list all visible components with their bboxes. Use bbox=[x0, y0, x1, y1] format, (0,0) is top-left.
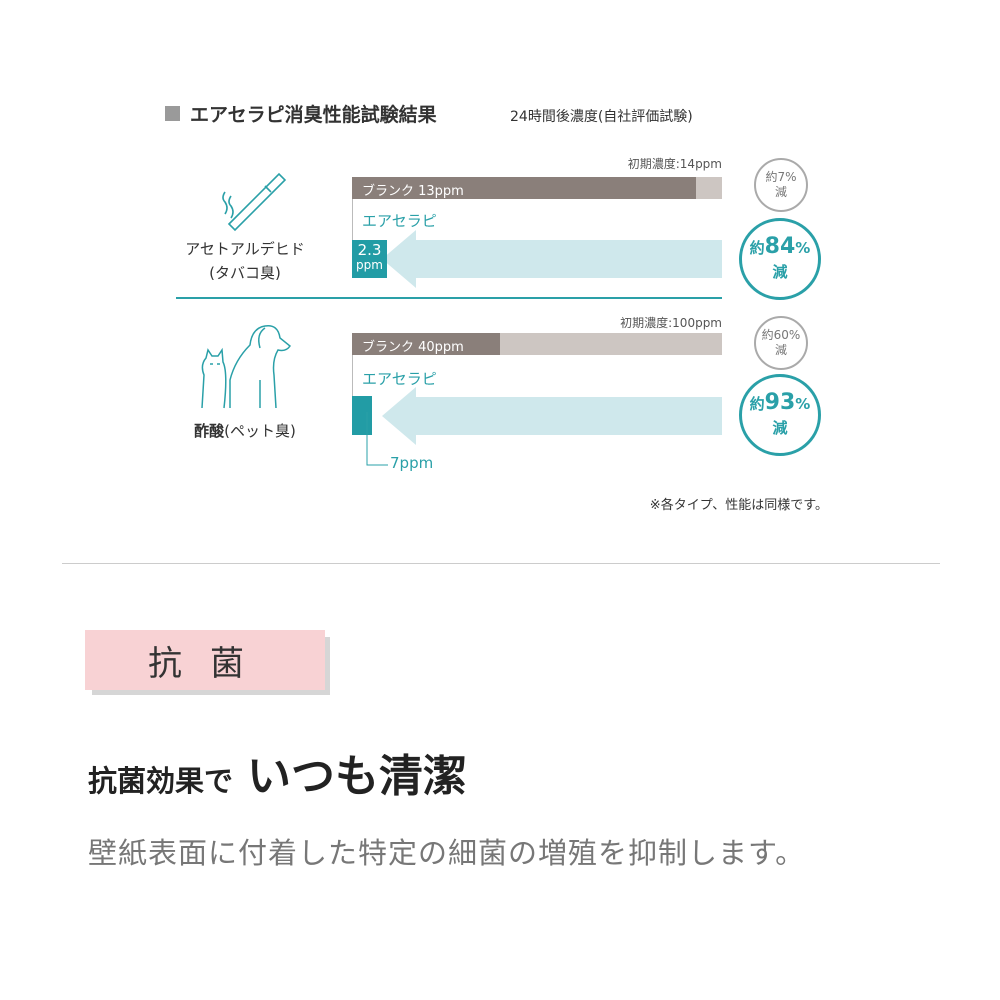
blank-label: ブランク 13ppm bbox=[362, 184, 464, 199]
section-divider bbox=[176, 297, 722, 299]
blank-reduction-value: 約7% bbox=[765, 170, 797, 184]
reduction-arrow bbox=[382, 230, 722, 288]
test-name: 酢酸 bbox=[194, 422, 225, 440]
initial-concentration: 初期濃度:100ppm bbox=[620, 316, 722, 330]
leader-line bbox=[366, 412, 388, 466]
reduction-number: 93 bbox=[764, 389, 796, 415]
test-sub: (タバコ臭) bbox=[209, 264, 281, 282]
product-reduction-badge: 約84% 減 bbox=[739, 218, 821, 300]
axis-line bbox=[352, 355, 353, 435]
product-unit: ppm bbox=[356, 258, 383, 272]
product-label: エアセラピ bbox=[362, 370, 437, 388]
section-badge: 抗菌 bbox=[85, 630, 325, 690]
approx: 約 bbox=[749, 394, 765, 413]
percent: % bbox=[795, 238, 811, 257]
product-label: エアセラピ bbox=[362, 212, 437, 230]
initial-bar: ブランク 40ppm bbox=[352, 333, 722, 355]
approx: 約 bbox=[749, 238, 765, 257]
title-marker bbox=[165, 106, 180, 121]
blank-reduction-badge: 約60% 減 bbox=[754, 316, 808, 370]
axis-line bbox=[352, 199, 353, 278]
test-name-full: 酢酸(ペット臭) bbox=[165, 420, 325, 441]
section-heading: 抗菌効果で いつも清潔 bbox=[88, 740, 467, 804]
test-sub: (ペット臭) bbox=[224, 422, 296, 440]
dog-cat-icon bbox=[201, 325, 292, 409]
reduction-suffix: 減 bbox=[772, 418, 788, 437]
chart-title: エアセラピ消臭性能試験結果 bbox=[190, 104, 437, 126]
product-bar: 2.3 ppm bbox=[352, 240, 387, 278]
percent: % bbox=[795, 394, 811, 413]
chart-subtitle: 24時間後濃度(自社評価試験) bbox=[510, 109, 693, 125]
blank-reduction-badge: 約7% 減 bbox=[754, 158, 808, 212]
reduction-number: 84 bbox=[764, 233, 796, 259]
reduction-suffix: 減 bbox=[772, 262, 788, 281]
blank-reduction-suffix: 減 bbox=[774, 343, 787, 357]
product-value: 7ppm bbox=[390, 454, 434, 472]
blank-label: ブランク 40ppm bbox=[362, 340, 464, 355]
heading-small: 抗菌効果で bbox=[88, 764, 234, 798]
product-value: 2.3 bbox=[357, 241, 382, 259]
blank-reduction-suffix: 減 bbox=[774, 185, 787, 199]
blank-reduction-value: 約60% bbox=[761, 328, 801, 342]
section-description: 壁紙表面に付着した特定の細菌の増殖を抑制します。 bbox=[88, 836, 806, 870]
heading-large: いつも清潔 bbox=[247, 751, 468, 802]
reduction-arrow bbox=[382, 387, 722, 445]
test-name: アセトアルデヒド bbox=[185, 240, 305, 258]
horizontal-rule bbox=[62, 563, 940, 564]
blank-bar bbox=[352, 177, 696, 199]
initial-bar: ブランク 13ppm bbox=[352, 177, 722, 199]
product-reduction-badge: 約93% 減 bbox=[739, 374, 821, 456]
initial-concentration: 初期濃度:14ppm bbox=[627, 157, 722, 171]
cigarette-icon bbox=[222, 172, 287, 232]
blank-bar bbox=[352, 333, 500, 355]
footnote: ※各タイプ、性能は同様です。 bbox=[649, 498, 828, 513]
